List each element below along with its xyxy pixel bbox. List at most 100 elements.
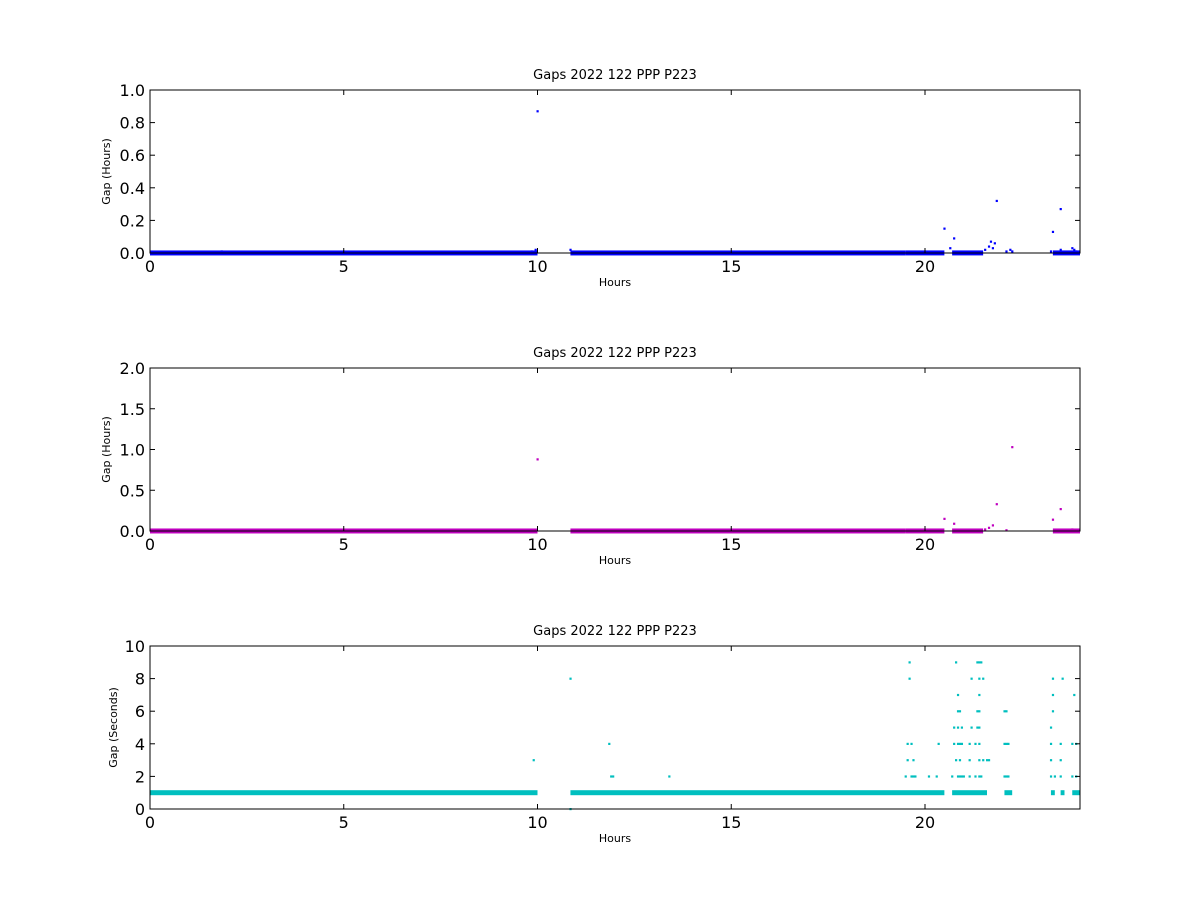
x-tick-label: 20 [915, 813, 935, 832]
chart-panel-3: Gaps 2022 122 PPP P223 0 5 10 15 20 0 2 4 6 8 10 Hou… [107, 624, 1081, 845]
data-point [908, 677, 911, 680]
y-tick-label: 0.0 [120, 522, 145, 541]
data-point [1049, 726, 1053, 729]
x-tick-label: 5 [339, 813, 349, 832]
baseline-run [150, 790, 538, 796]
data-point [1053, 775, 1057, 778]
data-point [978, 693, 981, 697]
data-point [956, 693, 960, 697]
data-point [1071, 742, 1074, 745]
data-point [608, 742, 611, 745]
data-point [1011, 446, 1014, 449]
data-point [976, 661, 979, 664]
data-point [978, 726, 981, 729]
data-point [974, 775, 977, 778]
data-point [906, 759, 909, 762]
baseline-run [1060, 790, 1065, 796]
data-point [1011, 250, 1014, 253]
data-point [978, 661, 981, 664]
data-point [987, 526, 991, 529]
y-tick-label: 0.5 [120, 481, 145, 500]
data-point [978, 677, 981, 680]
data-point [986, 759, 989, 762]
baseline-run [952, 790, 987, 796]
data-point [960, 726, 964, 729]
data-point [1073, 693, 1076, 697]
y-tick-label: 1.0 [120, 81, 145, 100]
data-point [914, 775, 917, 778]
data-point [958, 710, 962, 713]
y-tick-label: 0.2 [120, 211, 145, 230]
data-point [908, 661, 911, 664]
y-tick-label: 1.5 [120, 400, 145, 419]
data-point [668, 775, 671, 778]
baseline-run [1072, 790, 1080, 796]
data-point [1071, 247, 1074, 250]
data-point [956, 710, 960, 713]
data-point [956, 775, 960, 778]
data-point [943, 227, 946, 230]
data-point [1049, 742, 1053, 745]
data-point [1051, 710, 1055, 713]
data-point [968, 759, 971, 762]
y-axis-label: Gap (Seconds) [107, 687, 120, 768]
data-point [1003, 710, 1006, 713]
data-layer [150, 110, 1080, 256]
data-point [962, 775, 965, 778]
data-point [976, 710, 979, 713]
data-point [960, 775, 964, 778]
data-point [904, 775, 907, 778]
data-point [1049, 775, 1053, 778]
data-point [956, 742, 960, 745]
data-point [978, 775, 981, 778]
data-point [1059, 248, 1062, 251]
data-point [1005, 250, 1008, 253]
y-tick-label: 0.0 [120, 244, 145, 263]
data-point [1005, 775, 1008, 778]
chart-title: Gaps 2022 122 PPP P223 [533, 346, 697, 361]
baseline-run [570, 790, 945, 796]
y-tick-label: 8 [135, 670, 145, 689]
data-point [956, 726, 960, 729]
data-point [953, 742, 956, 745]
y-tick-label: 0.4 [120, 179, 145, 198]
data-point [927, 775, 931, 778]
data-point [569, 677, 572, 680]
y-axis-label: Gap (Hours) [100, 416, 113, 483]
data-point [955, 759, 958, 762]
x-tick-label: 10 [527, 813, 547, 832]
data-point [960, 742, 964, 745]
data-point [1059, 742, 1062, 745]
y-tick-label: 4 [135, 735, 145, 754]
data-point [1059, 207, 1062, 211]
x-tick-label: 10 [527, 257, 547, 276]
data-point [953, 522, 956, 525]
data-point [1051, 230, 1055, 234]
y-tick-label: 2.0 [120, 359, 145, 378]
data-point [995, 503, 998, 506]
data-point [536, 458, 539, 461]
data-point [1071, 775, 1074, 778]
data-point [953, 726, 956, 729]
plot-frame [149, 89, 1081, 254]
data-point [993, 242, 996, 245]
data-point [991, 247, 995, 250]
data-point [978, 742, 981, 745]
data-point [937, 742, 940, 745]
data-point [982, 759, 985, 762]
data-point [1003, 775, 1006, 778]
data-point [970, 677, 973, 680]
data-point [1061, 677, 1064, 680]
y-tick-label: 0.6 [120, 146, 145, 165]
chart-title: Gaps 2022 122 PPP P223 [533, 624, 697, 639]
data-point [984, 248, 987, 251]
data-point [1007, 742, 1010, 745]
x-tick-label: 5 [339, 535, 349, 554]
data-point [968, 775, 971, 778]
data-point [982, 677, 985, 680]
data-point [912, 759, 915, 762]
data-point [976, 726, 979, 729]
data-point [534, 248, 537, 251]
data-point [1073, 248, 1076, 251]
